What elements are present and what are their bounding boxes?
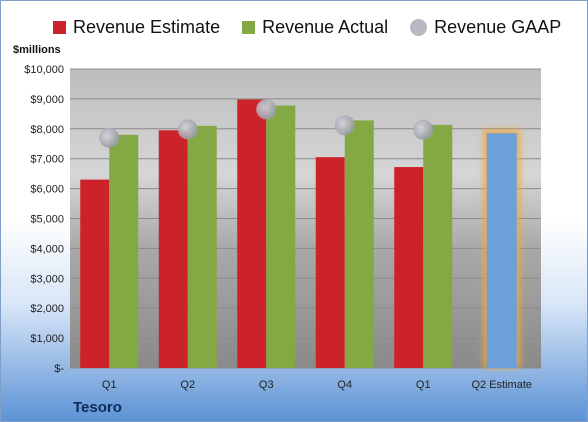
x-tick-label: Q1 bbox=[416, 379, 431, 391]
bar-revenue-estimate bbox=[80, 179, 110, 368]
y-tick-label: $4,000 bbox=[30, 243, 64, 255]
bar-revenue-actual bbox=[266, 105, 296, 368]
company-name: Tesoro bbox=[73, 399, 122, 416]
dot-revenue-gaap bbox=[177, 119, 198, 140]
bar-revenue-actual bbox=[344, 120, 374, 368]
legend-item-gaap: Revenue GAAP bbox=[410, 17, 561, 38]
y-tick-label: $5,000 bbox=[30, 214, 64, 226]
legend-item-actual: Revenue Actual bbox=[242, 17, 388, 38]
y-tick-label: $2,000 bbox=[30, 303, 64, 315]
bar-revenue-actual bbox=[423, 124, 453, 369]
bar-q2-estimate bbox=[486, 133, 517, 368]
y-tick-label: $9,000 bbox=[30, 94, 64, 106]
legend: Revenue Estimate Revenue Actual Revenue … bbox=[53, 17, 561, 38]
bar-revenue-actual bbox=[187, 125, 217, 368]
y-tick-label: $10,000 bbox=[24, 64, 64, 76]
y-tick-label: $8,000 bbox=[30, 124, 64, 136]
legend-swatch-gaap bbox=[410, 19, 428, 36]
x-tick-label: Q2 bbox=[180, 379, 195, 391]
y-tick-label: $3,000 bbox=[30, 273, 64, 285]
dot-revenue-gaap bbox=[334, 115, 355, 136]
x-tick-label: Q1 bbox=[102, 379, 117, 391]
x-tick-label: Q3 bbox=[259, 379, 274, 391]
legend-label-gaap: Revenue GAAP bbox=[434, 17, 562, 37]
dot-revenue-gaap bbox=[413, 119, 434, 140]
legend-label-actual: Revenue Actual bbox=[262, 17, 389, 37]
x-tick-label: Q2 Estimate bbox=[471, 379, 532, 391]
bar-revenue-estimate bbox=[315, 157, 345, 368]
bar-revenue-actual bbox=[109, 134, 139, 368]
y-tick-label: $6,000 bbox=[30, 184, 64, 196]
x-tick-label: Q4 bbox=[337, 379, 352, 391]
bar-revenue-estimate bbox=[394, 167, 424, 368]
legend-item-estimate: Revenue Estimate bbox=[53, 17, 220, 38]
y-tick-label: $- bbox=[54, 363, 64, 375]
y-tick-label: $7,000 bbox=[30, 154, 64, 166]
y-tick-label: $1,000 bbox=[30, 333, 64, 345]
bar-revenue-estimate bbox=[158, 130, 188, 368]
y-axis-unit-label: $millions bbox=[13, 44, 61, 56]
legend-label-estimate: Revenue Estimate bbox=[73, 17, 221, 37]
dot-revenue-gaap bbox=[256, 99, 277, 120]
legend-swatch-estimate bbox=[53, 21, 66, 34]
dot-revenue-gaap bbox=[99, 127, 120, 148]
bar-revenue-estimate bbox=[237, 99, 267, 369]
legend-swatch-actual bbox=[242, 21, 256, 34]
